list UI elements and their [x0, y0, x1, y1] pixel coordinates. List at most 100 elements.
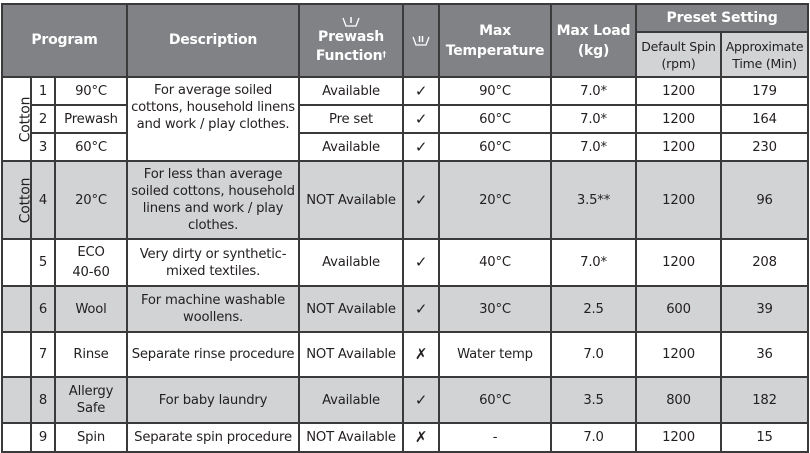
prewash-availability: NOT Available	[298, 331, 405, 378]
max-load: 3.5**	[550, 160, 638, 240]
program-number: 6	[30, 285, 56, 333]
program-name: 60°C	[53, 132, 129, 162]
table-row: 7 Rinse Separate rinse procedure NOT Ava…	[1, 331, 810, 378]
group-empty	[1, 422, 32, 453]
table-row: Cotton 4 20°C For less than average soil…	[1, 160, 810, 240]
table-row: Cotton 1 90°C For average soiled cottons…	[1, 76, 810, 162]
cross-icon: ✗	[402, 422, 441, 453]
max-temperature: 40°C	[438, 238, 553, 287]
check-icon: ✓	[402, 238, 441, 287]
max-load: 7.0	[550, 331, 638, 378]
header-main-wash	[402, 3, 441, 78]
program-name: Spin	[53, 422, 129, 453]
program-description: Separate spin procedure	[126, 422, 301, 453]
max-temperature: 60°C	[438, 104, 553, 134]
check-icon: ✓	[402, 104, 441, 134]
prewash-label-line2: Function†	[315, 47, 387, 64]
prewash-availability: NOT Available	[298, 422, 405, 453]
group-empty	[1, 238, 32, 287]
group-cotton: Cotton	[1, 76, 32, 162]
program-description: Very dirty or synthetic-mixed textiles.	[126, 238, 301, 287]
header-default-spin: Default Spin (rpm)	[635, 31, 723, 78]
program-number: 3	[30, 132, 56, 162]
program-number: 8	[30, 376, 56, 424]
approx-time: 164	[720, 104, 810, 134]
header-preset-setting: Preset Setting	[635, 3, 810, 33]
program-table: Program Description Prewash Function† Ma…	[0, 3, 810, 453]
program-name: Allergy Safe	[53, 376, 129, 424]
prewash-availability: Available	[298, 76, 405, 106]
group-empty	[1, 331, 32, 378]
default-spin-line2: (rpm)	[661, 55, 696, 71]
program-name: Rinse	[53, 331, 129, 378]
max-load: 2.5	[550, 285, 638, 333]
max-temperature: 90°C	[438, 76, 553, 106]
max-temperature: Water temp	[438, 331, 553, 378]
program-name-line2: Safe	[76, 401, 106, 416]
cross-icon: ✗	[402, 331, 441, 378]
default-spin: 1200	[635, 422, 723, 453]
prewash-availability: Available	[298, 238, 405, 287]
default-spin-line1: Default Spin	[641, 38, 716, 54]
max-load-line2: (kg)	[577, 42, 610, 59]
program-number: 5	[30, 238, 56, 287]
approx-time: 182	[720, 376, 810, 424]
program-name-line1: ECO	[77, 244, 105, 260]
default-spin: 1200	[635, 104, 723, 134]
max-temperature: 60°C	[438, 132, 553, 162]
program-description: Separate rinse procedure	[126, 331, 301, 378]
program-number: 4	[30, 160, 56, 240]
prewash-availability: Pre set	[298, 104, 405, 134]
group-label: Cotton	[17, 96, 31, 142]
prewash-availability: NOT Available	[298, 285, 405, 333]
program-description: For machine washable woollens.	[126, 285, 301, 333]
prewash-label-line1: Prewash	[318, 28, 384, 45]
table-row: 8 Allergy Safe For baby laundry Availabl…	[1, 376, 810, 424]
max-load: 7.0*	[550, 132, 638, 162]
program-name: ECO 40-60	[53, 238, 129, 287]
program-name: 20°C	[53, 160, 129, 240]
check-icon: ✓	[402, 76, 441, 106]
default-spin: 600	[635, 285, 723, 333]
prewash-availability: Available	[298, 132, 405, 162]
default-spin: 1200	[635, 238, 723, 287]
table-row: 3 60°C Available ✓ 60°C 7.0* 1200 230	[2, 132, 810, 162]
max-temperature-line1: Max	[479, 22, 511, 39]
max-temperature: 20°C	[438, 160, 553, 240]
check-icon: ✓	[402, 285, 441, 333]
check-icon: ✓	[402, 132, 441, 162]
group-empty	[1, 285, 32, 333]
program-name-line1: Allergy	[68, 384, 114, 399]
max-load: 7.0*	[550, 76, 638, 106]
max-load: 7.0	[550, 422, 638, 453]
program-description: For less than average soiled cottons, ho…	[126, 160, 301, 240]
default-spin: 1200	[635, 331, 723, 378]
default-spin: 1200	[635, 76, 723, 106]
prewash-basin-icon	[342, 16, 360, 27]
approx-time: 179	[720, 76, 810, 106]
program-name: Wool	[53, 285, 129, 333]
program-number: 2	[30, 104, 56, 134]
approx-time: 208	[720, 238, 810, 287]
program-description: For average soiled cottons, household li…	[126, 76, 301, 162]
approx-time-line1: Approximate	[725, 38, 804, 54]
table-row: 5 ECO 40-60 Very dirty or synthetic-mixe…	[1, 238, 810, 287]
dagger-footnote-mark: †	[382, 49, 387, 59]
program-name-line2: 40-60	[72, 264, 110, 280]
max-load: 3.5	[550, 376, 638, 424]
approx-time: 230	[720, 132, 810, 162]
approx-time: 39	[720, 285, 810, 333]
program-number: 1	[30, 76, 56, 106]
group-cotton: Cotton	[1, 160, 32, 240]
check-icon: ✓	[402, 160, 441, 240]
max-temperature-line2: Temperature	[445, 42, 545, 59]
header-description: Description	[126, 3, 301, 78]
max-load: 7.0*	[550, 238, 638, 287]
max-load: 7.0*	[550, 104, 638, 134]
group-label: Cotton	[17, 177, 31, 223]
default-spin: 1200	[635, 132, 723, 162]
program-number: 9	[30, 422, 56, 453]
approx-time: 96	[720, 160, 810, 240]
max-temperature: -	[438, 422, 553, 453]
header-max-temperature: Max Temperature	[438, 3, 553, 78]
